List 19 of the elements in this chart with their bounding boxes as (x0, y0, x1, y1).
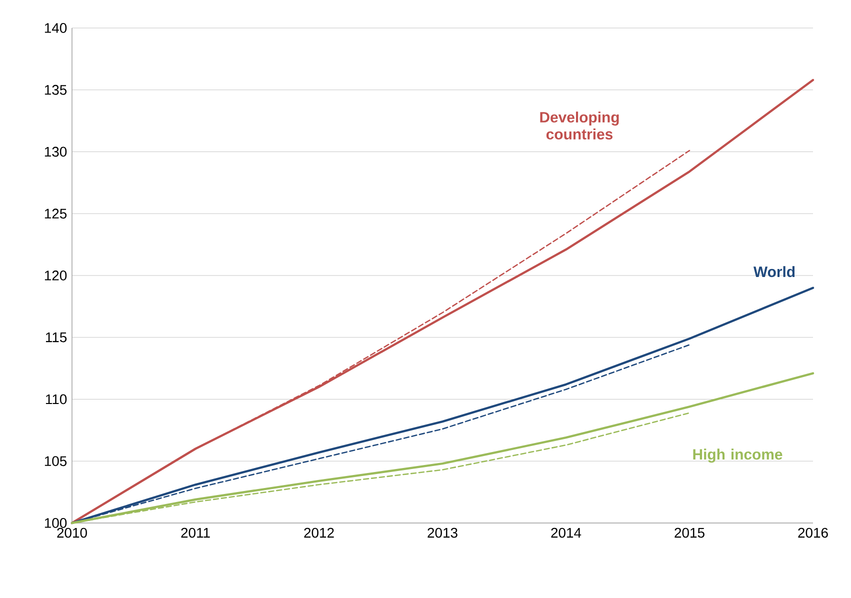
y-tick-label: 135 (44, 84, 67, 95)
x-tick-label: 2015 (674, 528, 704, 538)
x-tick-label: 2014 (551, 528, 582, 538)
y-tick-label: 115 (46, 332, 67, 342)
y-tick-label: 120 (44, 270, 67, 280)
y-tick-label: 125 (44, 208, 67, 219)
x-tick-label: 2011 (181, 528, 210, 538)
text: High income (693, 448, 782, 463)
x-tick-label: 2010 (57, 528, 87, 538)
x-tick-label: 2013 (428, 528, 458, 538)
y-tick-label: 110 (46, 394, 67, 404)
x-tick-label: 2016 (798, 528, 828, 538)
y-tick-label: 130 (44, 146, 67, 157)
series-label: World (753, 266, 795, 278)
x-tick-label: 2012 (304, 528, 334, 538)
text: Developing countries (540, 112, 619, 140)
y-tick-label: 105 (44, 456, 67, 466)
y-tick-label: 140 (44, 23, 67, 33)
y-tick-label: 100 (44, 518, 67, 528)
